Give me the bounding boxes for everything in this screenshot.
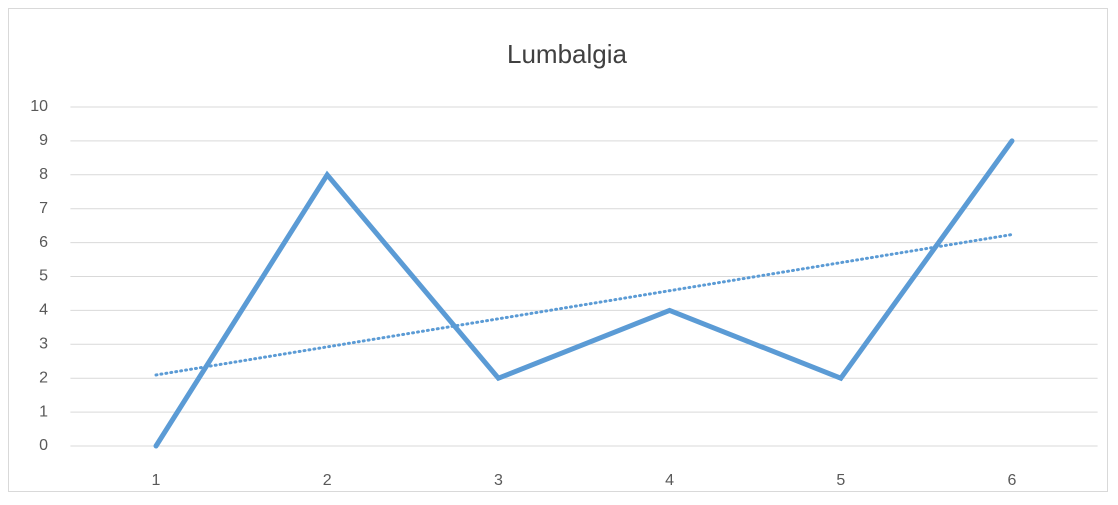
chart-title: Lumbalgia [507, 39, 628, 69]
x-tick-label: 4 [665, 472, 674, 489]
y-tick-label: 10 [30, 98, 48, 115]
y-tick-label: 7 [39, 200, 48, 217]
y-tick-label: 1 [39, 403, 48, 420]
series-line [153, 138, 1015, 449]
y-tick-label: 3 [39, 336, 48, 353]
y-tick-label: 6 [39, 234, 48, 251]
y-tick-label: 8 [39, 166, 48, 183]
y-tick-label: 9 [39, 132, 48, 149]
y-tick-label: 0 [39, 437, 48, 454]
chart-border [8, 8, 1108, 492]
trendline [154, 233, 1014, 377]
x-tick-label: 1 [152, 472, 161, 489]
x-tick-label: 2 [323, 472, 332, 489]
x-tick-label: 6 [1008, 472, 1017, 489]
y-tick-label: 5 [39, 268, 48, 285]
x-tick-label: 3 [494, 472, 503, 489]
y-tick-label: 2 [39, 369, 48, 386]
x-tick-label: 5 [836, 472, 845, 489]
y-tick-label: 4 [39, 302, 48, 319]
